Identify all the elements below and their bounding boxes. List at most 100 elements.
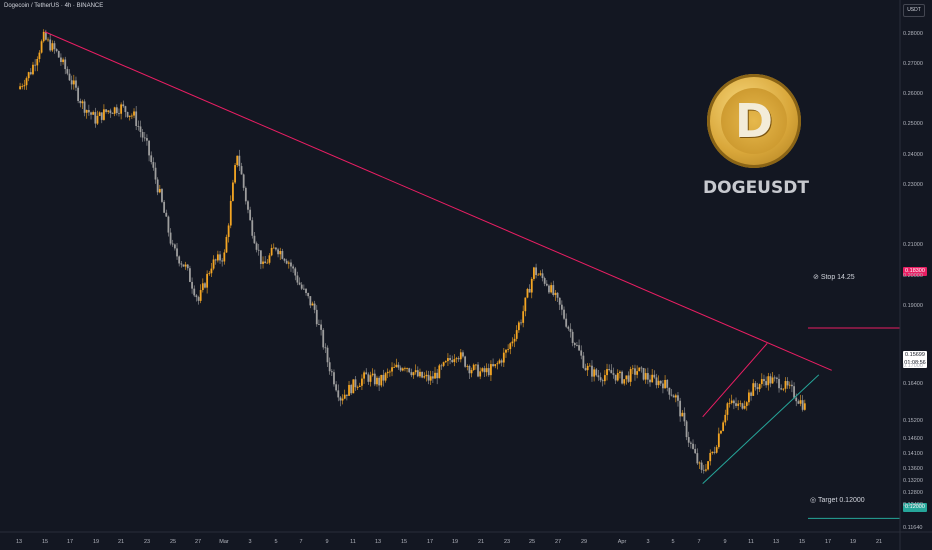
candle-body xyxy=(421,371,424,378)
candle-body xyxy=(367,374,370,382)
candle-body xyxy=(455,358,458,360)
y-tick-label: 0.12400 xyxy=(903,502,923,509)
candle-body xyxy=(406,368,408,369)
candle-body xyxy=(576,345,578,346)
candle-body xyxy=(44,31,47,40)
candle-body xyxy=(371,373,374,376)
candle-body xyxy=(38,52,41,59)
candle-body xyxy=(649,379,651,383)
candle-body xyxy=(40,41,43,53)
candle-body xyxy=(195,295,198,298)
candle-body xyxy=(292,266,295,269)
candle-body xyxy=(324,347,327,349)
candle-body xyxy=(627,375,630,382)
candle-body xyxy=(672,395,675,398)
y-tick-label: 0.26000 xyxy=(903,91,923,98)
candle-body xyxy=(311,303,314,306)
candle-body xyxy=(416,370,419,377)
candle-body xyxy=(29,72,32,75)
candle-body xyxy=(601,380,604,382)
candle-body xyxy=(128,115,131,117)
candle-body xyxy=(517,322,520,331)
x-tick-label: 15 xyxy=(400,539,408,545)
candle-body xyxy=(599,377,602,381)
stop-annotation[interactable]: ⊘ Stop 14.25 xyxy=(813,273,855,281)
candle-body xyxy=(103,109,105,120)
candle-body xyxy=(651,374,654,383)
x-tick-label: 3 xyxy=(248,539,252,545)
candle-body xyxy=(361,378,363,386)
candle-body xyxy=(634,368,636,375)
candle-body xyxy=(795,397,798,402)
candle-body xyxy=(496,363,499,365)
candle-body xyxy=(322,329,325,348)
x-tick-label: 29 xyxy=(580,539,588,545)
candle-body xyxy=(644,373,647,380)
candle-body xyxy=(139,126,142,132)
candle-body xyxy=(565,318,568,327)
candle-body xyxy=(629,369,632,382)
candle-body xyxy=(98,112,101,116)
candle-body xyxy=(687,437,690,443)
x-tick-label: 7 xyxy=(697,539,701,545)
candle-body xyxy=(79,100,82,104)
candle-body xyxy=(640,367,643,369)
candle-body xyxy=(603,375,606,382)
candle-body xyxy=(631,368,634,370)
y-tick-label: 0.14100 xyxy=(903,450,923,457)
candle-body xyxy=(378,377,381,386)
candle-body xyxy=(163,201,166,213)
candle-body xyxy=(130,115,133,117)
candle-body xyxy=(707,461,709,470)
candle-body xyxy=(449,358,451,361)
candle-body xyxy=(623,379,626,384)
y-tick-label: 0.13600 xyxy=(903,466,923,473)
candle-body xyxy=(363,372,365,379)
y-tick-label: 0.28000 xyxy=(903,30,923,37)
candle-body xyxy=(573,342,576,346)
candle-body xyxy=(526,288,529,298)
candle-body xyxy=(32,64,34,75)
candle-body xyxy=(369,375,372,382)
y-tick-label: 0.16400 xyxy=(903,381,923,388)
candle-body xyxy=(270,247,273,256)
x-tick-label: 11 xyxy=(350,539,356,545)
candle-body xyxy=(619,371,621,374)
candle-body xyxy=(698,462,701,464)
x-tick-label: 5 xyxy=(671,539,675,545)
candle-body xyxy=(505,349,507,353)
candle-body xyxy=(113,107,116,114)
x-tick-label: Mar xyxy=(219,539,229,545)
candle-body xyxy=(75,80,77,88)
candle-body xyxy=(150,155,153,163)
candle-body xyxy=(186,264,189,269)
candle-body xyxy=(167,216,170,233)
candle-body xyxy=(27,72,30,79)
candle-body xyxy=(655,377,658,386)
y-tick-label: 0.20000 xyxy=(903,272,923,279)
candle-body xyxy=(339,397,342,401)
candle-body xyxy=(700,462,703,470)
target-annotation[interactable]: ◎ Target 0.12000 xyxy=(810,496,865,504)
candle-body xyxy=(410,372,413,376)
candle-body xyxy=(182,264,185,267)
candle-body xyxy=(642,368,645,380)
currency-button[interactable]: USDT xyxy=(903,4,925,17)
candle-body xyxy=(741,403,744,409)
candle-body xyxy=(34,64,37,66)
candle-body xyxy=(141,131,144,138)
candle-body xyxy=(775,377,778,379)
candle-body xyxy=(333,372,335,385)
candle-body xyxy=(444,361,447,363)
trendline-rising-wedge-support xyxy=(702,374,820,485)
candle-body xyxy=(502,352,505,363)
x-tick-label: 7 xyxy=(299,539,303,545)
candle-body xyxy=(799,400,802,404)
x-tick-label: 11 xyxy=(748,539,754,545)
candle-body xyxy=(419,371,421,377)
candle-body xyxy=(83,101,86,113)
candle-body xyxy=(711,451,714,453)
candle-body xyxy=(468,365,471,374)
candle-body xyxy=(373,373,376,385)
